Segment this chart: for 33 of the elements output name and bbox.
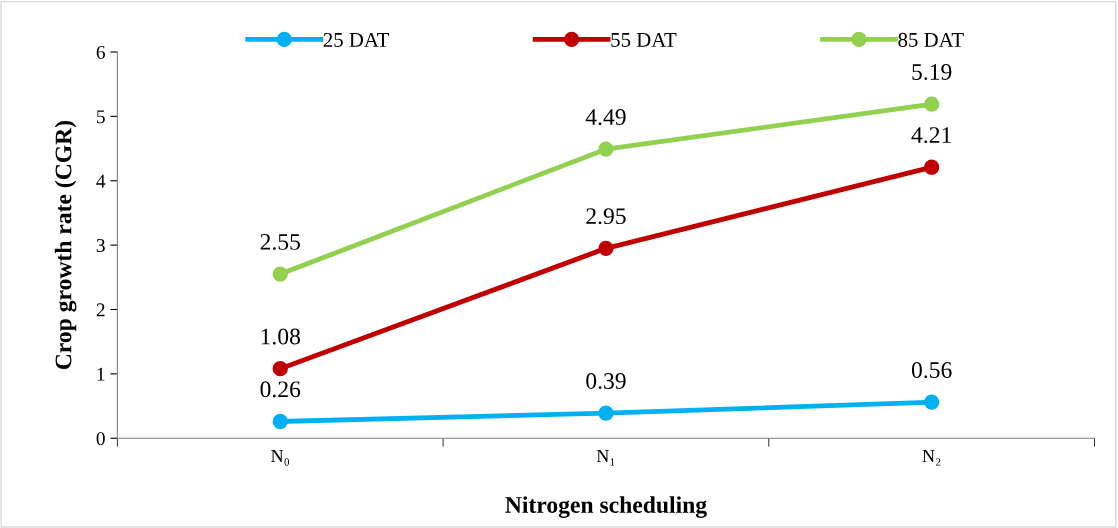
point — [924, 394, 940, 410]
x-axis-title: Nitrogen scheduling — [505, 496, 707, 518]
data-label: 2.95 — [586, 208, 626, 225]
legend-label: 85 DAT — [898, 32, 964, 47]
legend-label: 55 DAT — [611, 32, 677, 47]
y-tick-label: 4 — [96, 174, 106, 188]
point — [598, 141, 614, 157]
data-label: 0.26 — [260, 381, 301, 398]
point — [598, 240, 614, 256]
data-label: 2.55 — [260, 233, 300, 250]
point — [924, 96, 940, 112]
x-tick-label: N₂ — [922, 450, 941, 466]
y-tick-label: 1 — [97, 367, 105, 381]
data-label: 1.08 — [261, 328, 300, 345]
data-label: 4.21 — [911, 127, 951, 144]
x-tick-label: N₀ — [271, 450, 290, 466]
y-tick-label: 2 — [96, 303, 105, 317]
legend-label: 25 DAT — [323, 32, 390, 47]
x-tick-label: N₁ — [596, 450, 615, 466]
y-tick-label: 6 — [96, 45, 105, 59]
point — [272, 413, 288, 430]
y-axis-title: Crop growth rate (CGR) — [54, 121, 77, 370]
y-tick-label: 3 — [96, 238, 105, 253]
data-label: 5.19 — [912, 64, 952, 81]
y-tick-label: 5 — [96, 110, 105, 124]
data-label: 4.49 — [585, 109, 626, 126]
data-label: 0.56 — [911, 362, 952, 379]
y-tick-label: 0 — [96, 432, 105, 446]
point — [272, 361, 288, 377]
point — [924, 159, 940, 175]
point — [598, 405, 614, 421]
point — [272, 266, 288, 282]
data-label: 0.39 — [586, 372, 626, 389]
